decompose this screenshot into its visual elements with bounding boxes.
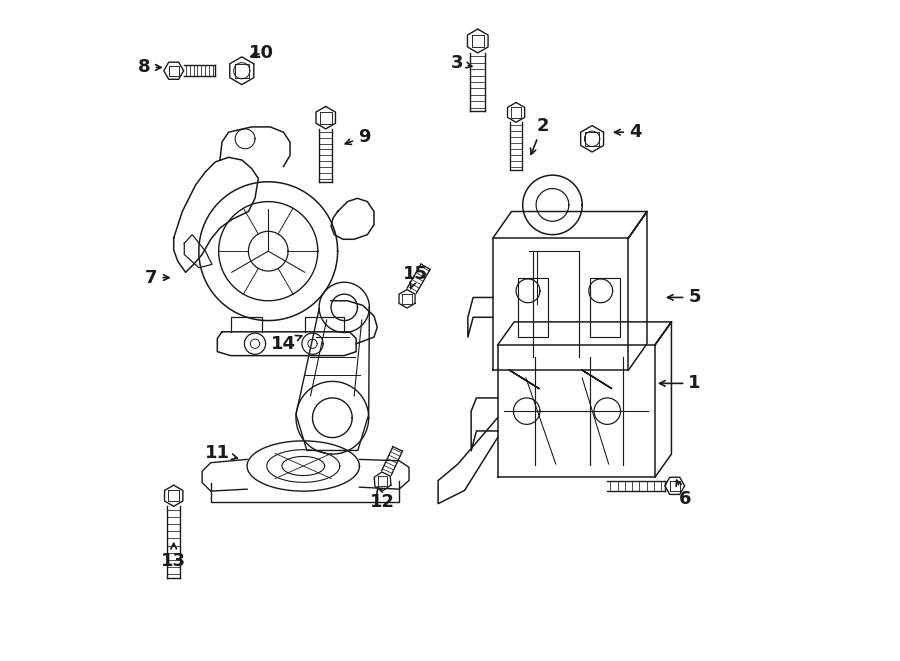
Text: 13: 13 <box>161 543 186 570</box>
Text: 14: 14 <box>271 334 302 353</box>
Text: 2: 2 <box>530 116 549 154</box>
Text: 11: 11 <box>205 444 238 462</box>
Text: 9: 9 <box>346 128 370 146</box>
Text: 12: 12 <box>370 487 395 512</box>
Text: 15: 15 <box>403 265 428 289</box>
Text: 3: 3 <box>450 54 472 72</box>
Text: 10: 10 <box>249 44 274 62</box>
Text: 1: 1 <box>660 374 701 393</box>
Text: 6: 6 <box>676 480 691 508</box>
Text: 5: 5 <box>668 288 701 307</box>
Text: 8: 8 <box>139 58 161 77</box>
Text: 7: 7 <box>145 268 169 287</box>
Text: 4: 4 <box>615 123 642 141</box>
